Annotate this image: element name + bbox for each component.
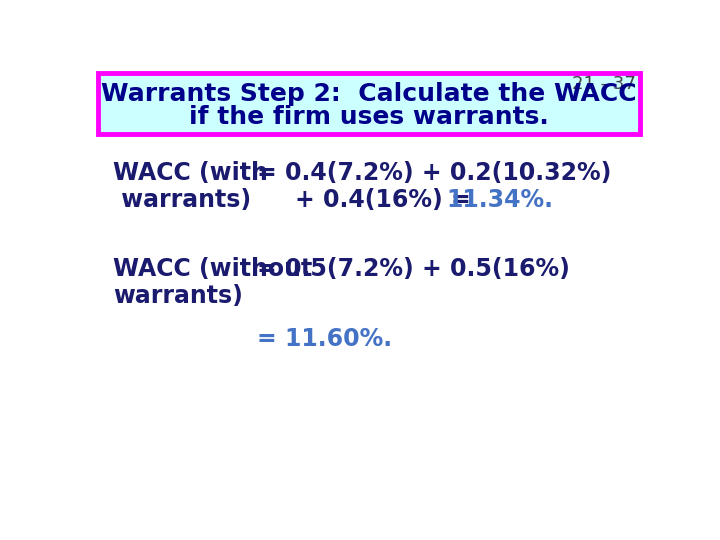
Text: = 0.4(7.2%) + 0.2(10.32%): = 0.4(7.2%) + 0.2(10.32%) [256, 161, 611, 185]
Text: = 11.60%.: = 11.60%. [256, 327, 392, 350]
Text: warrants): warrants) [113, 188, 251, 212]
Text: + 0.4(16%) =: + 0.4(16%) = [295, 188, 480, 212]
Text: WACC (with: WACC (with [113, 161, 268, 185]
Text: 11.34%.: 11.34%. [446, 188, 554, 212]
Text: if the firm uses warrants.: if the firm uses warrants. [189, 105, 549, 129]
Text: 21 - 37: 21 - 37 [572, 75, 636, 93]
Text: Warrants Step 2:  Calculate the WACC: Warrants Step 2: Calculate the WACC [102, 82, 636, 106]
FancyBboxPatch shape [98, 72, 640, 134]
Text: WACC (without: WACC (without [113, 257, 312, 281]
Text: warrants): warrants) [113, 284, 243, 308]
Text: = 0.5(7.2%) + 0.5(16%): = 0.5(7.2%) + 0.5(16%) [256, 257, 570, 281]
